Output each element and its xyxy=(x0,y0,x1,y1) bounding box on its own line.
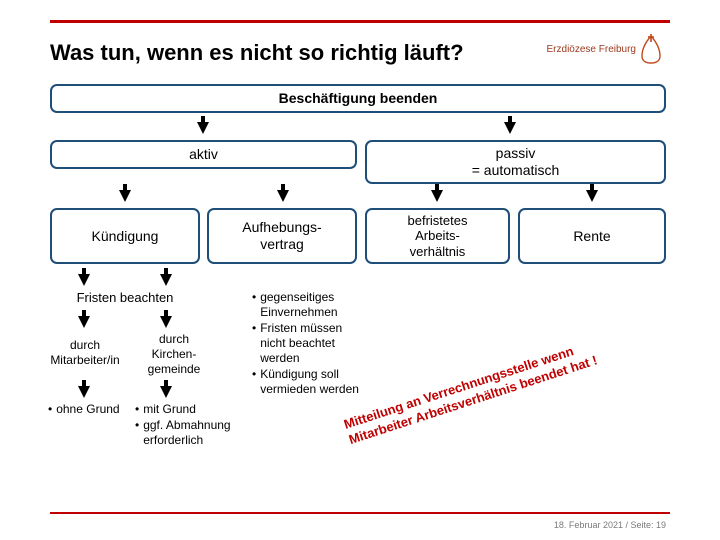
box-passiv: passiv = automatisch xyxy=(365,140,666,184)
col-kirche: durch Kirchen- gemeinde xyxy=(135,332,213,377)
center-bullets: •gegenseitiges Einvernehmen•Fristen müss… xyxy=(252,290,370,398)
diag-note: Mitteilung an Verrechnungsstelle wenn Mi… xyxy=(342,337,600,448)
box-aufhebung-l1: Aufhebungs- xyxy=(242,219,321,236)
ohne-grund-block: • ohne Grund xyxy=(48,402,138,418)
bullet-dot-icon: • xyxy=(135,402,139,417)
list-item-label: Fristen müssen nicht beachtet werden xyxy=(260,321,370,366)
box-passiv-l2: = automatisch xyxy=(373,162,658,179)
list-item-label: gegenseitiges Einvernehmen xyxy=(260,290,370,320)
arrow-icon xyxy=(504,122,516,134)
bullet-dot-icon: • xyxy=(135,418,139,448)
box-aktiv-label: aktiv xyxy=(189,146,218,162)
arrow-icon xyxy=(160,274,172,286)
bullet-dot-icon: • xyxy=(252,290,256,320)
box-befristet-l3: verhältnis xyxy=(410,244,466,260)
box-root: Beschäftigung beenden xyxy=(50,84,666,113)
arrow-icon xyxy=(197,122,209,134)
box-befristet-l1: befristetes xyxy=(408,213,468,229)
red-bar-top xyxy=(50,20,670,23)
box-befristet: befristetes Arbeits- verhältnis xyxy=(365,208,510,264)
col-mitarbeiter: durch Mitarbeiter/in xyxy=(40,338,130,368)
org-label: Erzdiözese Freiburg xyxy=(547,44,636,55)
box-kuendigung-label: Kündigung xyxy=(92,228,159,245)
box-rente-label: Rente xyxy=(573,228,610,245)
org-logo: Erzdiözese Freiburg xyxy=(547,34,662,64)
arrow-icon xyxy=(160,386,172,398)
col-kirche-l3: gemeinde xyxy=(135,362,213,377)
box-aktiv: aktiv xyxy=(50,140,357,169)
box-kuendigung: Kündigung xyxy=(50,208,200,264)
box-rente: Rente xyxy=(518,208,666,264)
abmahnung-label: ggf. Abmahnungerforderlich xyxy=(143,418,230,448)
list-item: •gegenseitiges Einvernehmen xyxy=(252,290,370,320)
arrow-icon xyxy=(119,190,131,202)
footer-text: 18. Februar 2021 / Seite: 19 xyxy=(554,520,666,530)
box-befristet-l2: Arbeits- xyxy=(415,228,460,244)
col-mitarbeiter-l2: Mitarbeiter/in xyxy=(40,353,130,368)
arrow-icon xyxy=(78,386,90,398)
red-bar-bottom xyxy=(50,512,670,514)
mit-grund-block: •mit Grund •ggf. Abmahnungerforderlich xyxy=(135,402,243,449)
list-item: •Fristen müssen nicht beachtet werden xyxy=(252,321,370,366)
arrow-icon xyxy=(160,316,172,328)
arrow-icon xyxy=(431,190,443,202)
box-root-label: Beschäftigung beenden xyxy=(279,90,438,106)
arrow-icon xyxy=(78,316,90,328)
bullet-dot-icon: • xyxy=(252,367,256,397)
box-aufhebung-l2: vertrag xyxy=(260,236,304,253)
col-kirche-l1: durch xyxy=(135,332,213,347)
ohne-grund-label: ohne Grund xyxy=(56,402,119,417)
arrow-icon xyxy=(78,274,90,286)
box-passiv-l1: passiv xyxy=(373,145,658,162)
list-item: •Kündigung soll vermieden werden xyxy=(252,367,370,397)
col-kirche-l2: Kirchen- xyxy=(135,347,213,362)
fristen-label: Fristen beachten xyxy=(50,290,200,306)
bullet-dot-icon: • xyxy=(252,321,256,366)
arrow-icon xyxy=(586,190,598,202)
mit-grund-label: mit Grund xyxy=(143,402,196,417)
church-icon xyxy=(640,34,662,64)
bullet-dot-icon: • xyxy=(48,402,52,417)
col-mitarbeiter-l1: durch xyxy=(40,338,130,353)
slide: Was tun, wenn es nicht so richtig läuft?… xyxy=(0,0,720,540)
list-item-label: Kündigung soll vermieden werden xyxy=(260,367,370,397)
arrow-icon xyxy=(277,190,289,202)
box-aufhebung: Aufhebungs- vertrag xyxy=(207,208,357,264)
